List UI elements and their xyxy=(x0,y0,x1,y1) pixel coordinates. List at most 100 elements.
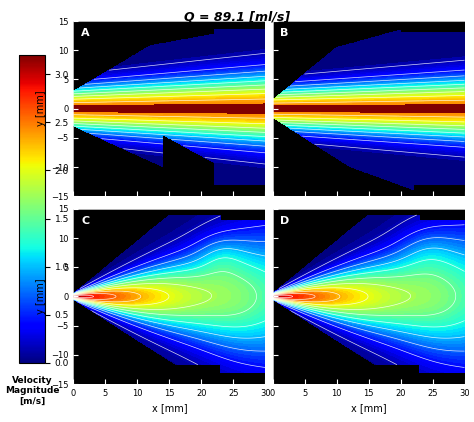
Point xyxy=(269,105,276,112)
Point xyxy=(70,293,77,300)
Point xyxy=(70,293,77,300)
Point xyxy=(70,293,77,300)
Point xyxy=(269,105,276,112)
Point xyxy=(70,293,77,300)
Point xyxy=(70,293,77,300)
Point xyxy=(70,293,77,300)
Point xyxy=(70,293,77,300)
Text: Q = 89.1 [ml/s]: Q = 89.1 [ml/s] xyxy=(184,11,290,24)
Point xyxy=(269,105,276,112)
Point xyxy=(269,105,276,112)
Point xyxy=(269,105,276,112)
Point xyxy=(269,105,276,112)
Point xyxy=(70,105,77,112)
Point xyxy=(269,105,276,112)
Point xyxy=(269,105,276,112)
Point xyxy=(269,293,276,300)
Point xyxy=(269,105,276,112)
Point xyxy=(70,293,77,300)
Point xyxy=(70,293,77,300)
Point xyxy=(269,293,276,300)
Point xyxy=(70,293,77,300)
Point xyxy=(269,105,276,112)
Point xyxy=(70,105,77,112)
Point xyxy=(269,293,276,300)
Point xyxy=(70,105,77,112)
Point xyxy=(70,105,77,112)
Point xyxy=(70,105,77,112)
Point xyxy=(269,105,276,112)
Point xyxy=(70,293,77,300)
Point xyxy=(70,293,77,300)
Point xyxy=(70,293,77,300)
Point xyxy=(70,105,77,112)
Point xyxy=(269,105,276,112)
Point xyxy=(269,105,276,112)
Point xyxy=(269,293,276,300)
Point xyxy=(70,105,77,112)
Point xyxy=(269,293,276,300)
Point xyxy=(70,105,77,112)
Point xyxy=(70,105,77,112)
Point xyxy=(70,293,77,300)
Point xyxy=(269,105,276,112)
Point xyxy=(269,293,276,300)
Point xyxy=(269,293,276,300)
Point xyxy=(70,293,77,300)
Point xyxy=(70,293,77,300)
Point xyxy=(70,293,77,300)
Point xyxy=(70,105,77,112)
Point xyxy=(70,293,77,300)
Point xyxy=(70,293,77,300)
Point xyxy=(70,105,77,112)
Point xyxy=(70,293,77,300)
Text: B: B xyxy=(280,28,289,38)
Point xyxy=(70,105,77,112)
Point xyxy=(269,105,276,112)
Point xyxy=(269,105,276,112)
Point xyxy=(269,293,276,300)
Point xyxy=(70,105,77,112)
Point xyxy=(269,105,276,112)
Point xyxy=(70,105,77,112)
Point xyxy=(70,293,77,300)
Y-axis label: y [mm]: y [mm] xyxy=(36,91,46,127)
Point xyxy=(269,105,276,112)
Point xyxy=(269,293,276,300)
Point xyxy=(269,105,276,112)
Point xyxy=(70,105,77,112)
Point xyxy=(269,105,276,112)
Point xyxy=(70,105,77,112)
Point xyxy=(70,293,77,300)
Point xyxy=(70,293,77,300)
Point xyxy=(70,105,77,112)
Point xyxy=(70,105,77,112)
Point xyxy=(70,105,77,112)
Point xyxy=(269,105,276,112)
Point xyxy=(269,105,276,112)
Point xyxy=(269,105,276,112)
Point xyxy=(269,293,276,300)
Point xyxy=(70,105,77,112)
Point xyxy=(269,293,276,300)
Point xyxy=(269,293,276,300)
Text: A: A xyxy=(81,28,90,38)
Point xyxy=(269,293,276,300)
Point xyxy=(70,105,77,112)
Y-axis label: y [mm]: y [mm] xyxy=(36,279,46,314)
Point xyxy=(70,293,77,300)
Point xyxy=(269,293,276,300)
Point xyxy=(70,293,77,300)
Point xyxy=(269,293,276,300)
Point xyxy=(70,105,77,112)
Point xyxy=(70,105,77,112)
Point xyxy=(269,105,276,112)
Point xyxy=(70,293,77,300)
Point xyxy=(269,105,276,112)
Point xyxy=(269,293,276,300)
Point xyxy=(269,293,276,300)
Point xyxy=(70,293,77,300)
Point xyxy=(70,293,77,300)
Point xyxy=(70,293,77,300)
Point xyxy=(269,293,276,300)
